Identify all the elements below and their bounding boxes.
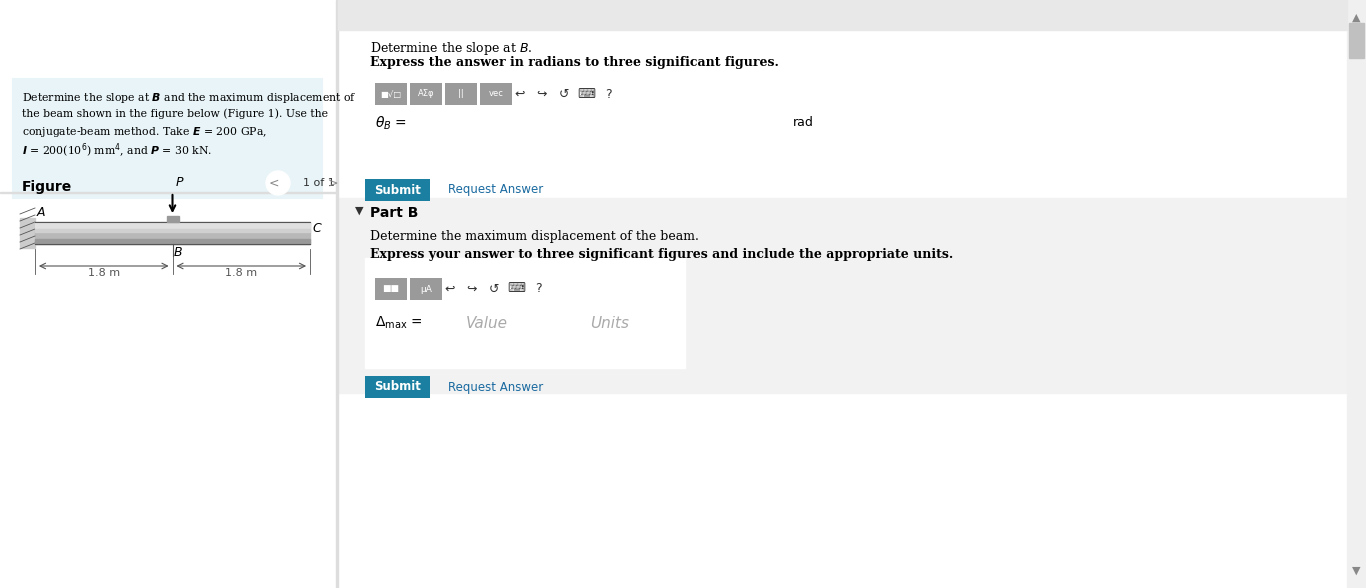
Bar — [422, 309, 552, 337]
Bar — [365, 63, 795, 168]
Text: Part B: Part B — [370, 206, 418, 220]
Bar — [20, 218, 36, 248]
Circle shape — [266, 171, 290, 195]
Bar — [365, 258, 684, 368]
Text: ↩: ↩ — [515, 88, 526, 101]
Text: <: < — [269, 176, 279, 189]
Text: Figure: Figure — [22, 180, 72, 194]
Text: vec: vec — [489, 89, 504, 99]
Text: Determine the slope at $B$.: Determine the slope at $B$. — [370, 40, 533, 57]
Text: $\bfit{I}$ = 200(10$^6$) mm$^4$, and $\bfit{P}$ = 30 kN.: $\bfit{I}$ = 200(10$^6$) mm$^4$, and $\b… — [22, 142, 212, 160]
Bar — [36, 222, 310, 244]
Text: ▲: ▲ — [1352, 13, 1361, 23]
Text: >: > — [328, 176, 339, 189]
Text: μΑ: μΑ — [421, 285, 432, 293]
Text: ▼: ▼ — [355, 206, 363, 216]
Bar — [36, 222, 310, 228]
Text: 1.8 m: 1.8 m — [225, 268, 257, 278]
Bar — [1347, 0, 1366, 588]
Text: Request Answer: Request Answer — [448, 183, 544, 196]
Text: Express the answer in radians to three significant figures.: Express the answer in radians to three s… — [370, 56, 779, 69]
Text: $\theta_B$ =: $\theta_B$ = — [376, 114, 407, 132]
Bar — [337, 198, 1347, 393]
Bar — [365, 179, 430, 201]
Text: ▼: ▼ — [1352, 566, 1361, 576]
Text: ?: ? — [534, 282, 541, 296]
Bar — [337, 0, 1347, 30]
Text: ↺: ↺ — [489, 282, 499, 296]
Bar — [36, 229, 310, 232]
Text: ↺: ↺ — [559, 88, 570, 101]
Text: Submit: Submit — [374, 183, 422, 196]
Bar — [1350, 23, 1365, 58]
Text: ΑΣφ: ΑΣφ — [418, 89, 434, 99]
Text: Express your answer to three significant figures and include the appropriate uni: Express your answer to three significant… — [370, 248, 953, 261]
Text: conjugate-beam method. Take $\bfit{E}$ = 200 GPa,: conjugate-beam method. Take $\bfit{E}$ =… — [22, 125, 266, 139]
Text: ↪: ↪ — [537, 88, 548, 101]
Bar — [167, 216, 179, 222]
Text: $\Delta_{\mathrm{max}}$ =: $\Delta_{\mathrm{max}}$ = — [376, 315, 422, 331]
Text: Submit: Submit — [374, 380, 422, 393]
Text: Determine the slope at $\bfit{B}$ and the maximum displacement of: Determine the slope at $\bfit{B}$ and th… — [22, 91, 357, 105]
Bar — [36, 239, 310, 244]
Bar — [445, 83, 477, 105]
Bar — [410, 278, 443, 300]
Text: ↩: ↩ — [445, 282, 455, 296]
Text: ||: || — [458, 89, 464, 99]
Bar — [410, 83, 443, 105]
Text: 1 of 1: 1 of 1 — [303, 178, 335, 188]
Text: Request Answer: Request Answer — [448, 380, 544, 393]
Text: Determine the maximum displacement of the beam.: Determine the maximum displacement of th… — [370, 230, 699, 243]
Bar — [365, 376, 430, 398]
Bar — [555, 309, 665, 337]
Bar — [479, 83, 512, 105]
Text: A: A — [37, 206, 45, 219]
Bar — [0, 192, 336, 193]
Text: ⌨: ⌨ — [507, 282, 525, 296]
Bar — [376, 278, 407, 300]
Text: P: P — [175, 176, 183, 189]
Bar — [12, 78, 322, 198]
Bar — [415, 111, 785, 135]
Text: the beam shown in the figure below (Figure 1). Use the: the beam shown in the figure below (Figu… — [22, 108, 328, 119]
Text: ■√□: ■√□ — [381, 89, 402, 99]
Bar — [376, 83, 407, 105]
Text: ⌨: ⌨ — [576, 88, 596, 101]
Text: Value: Value — [466, 316, 508, 330]
Text: ?: ? — [605, 88, 612, 101]
Text: ↪: ↪ — [467, 282, 477, 296]
Bar — [336, 0, 337, 588]
Text: Units: Units — [590, 316, 630, 330]
Text: B: B — [173, 246, 182, 259]
Text: rad: rad — [794, 116, 814, 129]
Text: C: C — [311, 222, 321, 235]
Text: ■■: ■■ — [382, 285, 399, 293]
Text: 1.8 m: 1.8 m — [87, 268, 120, 278]
